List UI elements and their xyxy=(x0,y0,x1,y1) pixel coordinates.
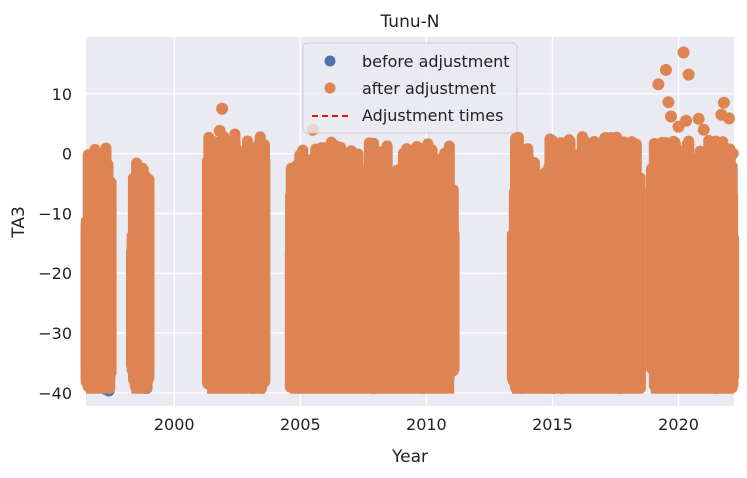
after-adjustment-point xyxy=(697,123,710,136)
legend-label-before: before adjustment xyxy=(362,52,510,71)
y-tick-label: −10 xyxy=(38,204,72,223)
y-tick-label: −30 xyxy=(38,324,72,343)
data-series xyxy=(80,46,740,397)
after-adjustment-point xyxy=(682,68,695,81)
after-adjustment-point xyxy=(692,112,705,125)
y-tick-label: −40 xyxy=(38,384,72,403)
after-adjustment-point xyxy=(722,112,735,125)
y-tick-label: 10 xyxy=(52,85,72,104)
after-adjustment-floor xyxy=(290,379,455,394)
after-adjustment-point xyxy=(216,102,229,115)
x-tick-label: 2015 xyxy=(532,415,573,434)
x-tick-label: 2000 xyxy=(154,415,195,434)
after-adjustment-point xyxy=(680,114,693,127)
after-adjustment-point xyxy=(652,78,665,91)
after-adjustment-point xyxy=(659,63,672,76)
tick-labels: 2000 2005 2010 2015 2020 10 0 −10 −20 −30 −40 xyxy=(38,85,699,434)
y-tick-label: 0 xyxy=(62,145,72,164)
after-adjustment-point xyxy=(717,96,730,109)
after-adjustment-floor xyxy=(131,379,150,394)
legend-marker-before xyxy=(324,55,336,67)
after-adjustment-floor xyxy=(86,379,112,394)
legend-label-after: after adjustment xyxy=(362,79,496,98)
legend-label-adjustment: Adjustment times xyxy=(362,106,503,125)
after-adjustment-point xyxy=(662,96,675,109)
after-adjustment-floor xyxy=(207,379,266,394)
legend-marker-after xyxy=(324,82,336,94)
after-adjustment-floor xyxy=(650,379,734,394)
y-tick-label: −20 xyxy=(38,264,72,283)
x-tick-label: 2005 xyxy=(280,415,321,434)
after-adjustment-point xyxy=(726,147,739,160)
after-adjustment-floor xyxy=(512,379,641,394)
legend: before adjustment after adjustment Adjus… xyxy=(302,42,518,134)
x-tick-label: 2020 xyxy=(658,415,699,434)
x-tick-label: 2010 xyxy=(406,415,447,434)
x-axis-label: Year xyxy=(391,447,428,467)
chart-title: Tunu-N xyxy=(380,12,440,32)
after-adjustment-point xyxy=(664,110,677,123)
y-axis-label: TA3 xyxy=(9,206,29,239)
after-adjustment-point xyxy=(213,124,226,137)
after-adjustment-point xyxy=(677,46,690,59)
legend-box xyxy=(302,42,518,134)
